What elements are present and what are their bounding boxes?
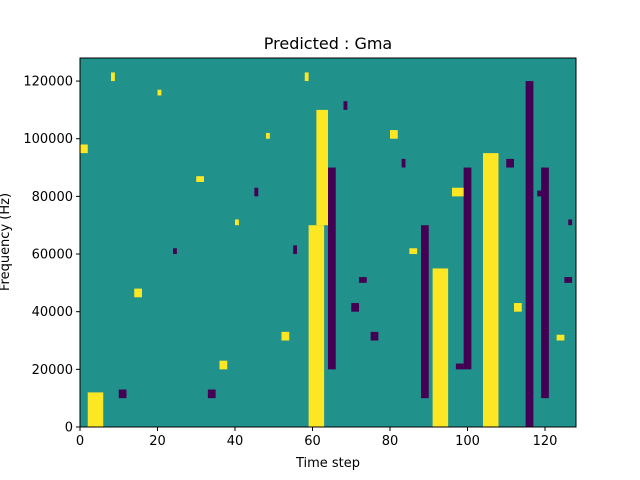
heatmap-cell bbox=[118, 389, 127, 399]
x-axis-label: Time step bbox=[295, 456, 360, 471]
heatmap-cell bbox=[207, 389, 216, 399]
y-axis-label: Frequency (Hz) bbox=[0, 193, 13, 291]
y-tick-label: 0 bbox=[65, 421, 73, 436]
y-tick-label: 100000 bbox=[23, 132, 73, 147]
heatmap-cell bbox=[359, 277, 367, 283]
heatmap-cell bbox=[293, 245, 297, 255]
heatmap-cell bbox=[80, 144, 88, 154]
heatmap-cell bbox=[409, 248, 418, 255]
x-tick-label: 100 bbox=[455, 434, 480, 449]
heatmap-band bbox=[541, 167, 549, 399]
heatmap-cell bbox=[556, 334, 565, 341]
heatmap-cell bbox=[351, 303, 359, 312]
heatmap-cell bbox=[370, 331, 379, 341]
heatmap-cell bbox=[111, 72, 115, 82]
heatmap-cell bbox=[564, 277, 573, 283]
heatmap-cell bbox=[401, 158, 406, 168]
heatmap-cell bbox=[281, 331, 290, 341]
x-tick-label: 80 bbox=[382, 434, 399, 449]
heatmap-cells bbox=[80, 58, 576, 427]
heatmap-cell bbox=[343, 101, 348, 110]
x-tick-label: 40 bbox=[227, 434, 244, 449]
x-axis-ticks: 0 20 40 60 80 100 120 bbox=[76, 427, 558, 449]
y-tick-label: 60000 bbox=[32, 248, 73, 263]
plot-frame bbox=[79, 57, 577, 428]
heatmap-cell bbox=[157, 89, 162, 96]
heatmap-band bbox=[525, 81, 534, 427]
heatmap-cell bbox=[390, 130, 398, 139]
heatmap-cell bbox=[568, 219, 573, 226]
y-tick-label: 20000 bbox=[32, 363, 73, 378]
heatmap-band bbox=[87, 392, 104, 427]
y-tick-label: 80000 bbox=[32, 190, 73, 205]
heatmap-cell bbox=[537, 190, 545, 197]
heatmap-band bbox=[463, 167, 472, 370]
heatmap-cell bbox=[506, 158, 514, 168]
heatmap-band bbox=[432, 268, 449, 427]
heatmap-band bbox=[308, 225, 325, 427]
x-tick-label: 0 bbox=[76, 434, 84, 449]
heatmap-band bbox=[316, 109, 328, 226]
heatmap-cell bbox=[235, 219, 239, 226]
heatmap-cell bbox=[173, 248, 177, 255]
x-tick-label: 20 bbox=[149, 434, 166, 449]
heatmap-cell bbox=[254, 187, 259, 197]
heatmap-cell bbox=[196, 176, 204, 182]
heatmap-band bbox=[483, 153, 499, 427]
heatmap-cell bbox=[455, 363, 464, 370]
y-tick-label: 120000 bbox=[23, 75, 73, 90]
heatmap-cell bbox=[452, 187, 464, 197]
x-tick-label: 120 bbox=[533, 434, 558, 449]
chart-title: Predicted : Gma bbox=[264, 34, 392, 53]
heatmap-cell bbox=[266, 132, 270, 139]
x-tick-label: 60 bbox=[304, 434, 321, 449]
heatmap-cell bbox=[134, 288, 142, 298]
heatmap-band bbox=[421, 225, 429, 399]
y-tick-label: 40000 bbox=[32, 305, 73, 320]
heatmap-cell bbox=[304, 72, 309, 82]
heatmap-cell bbox=[514, 303, 522, 312]
y-axis-ticks: 0 20000 40000 60000 80000 100000 120000 bbox=[23, 75, 80, 436]
heatmap-band bbox=[328, 167, 336, 370]
heatmap-cell bbox=[219, 360, 228, 370]
